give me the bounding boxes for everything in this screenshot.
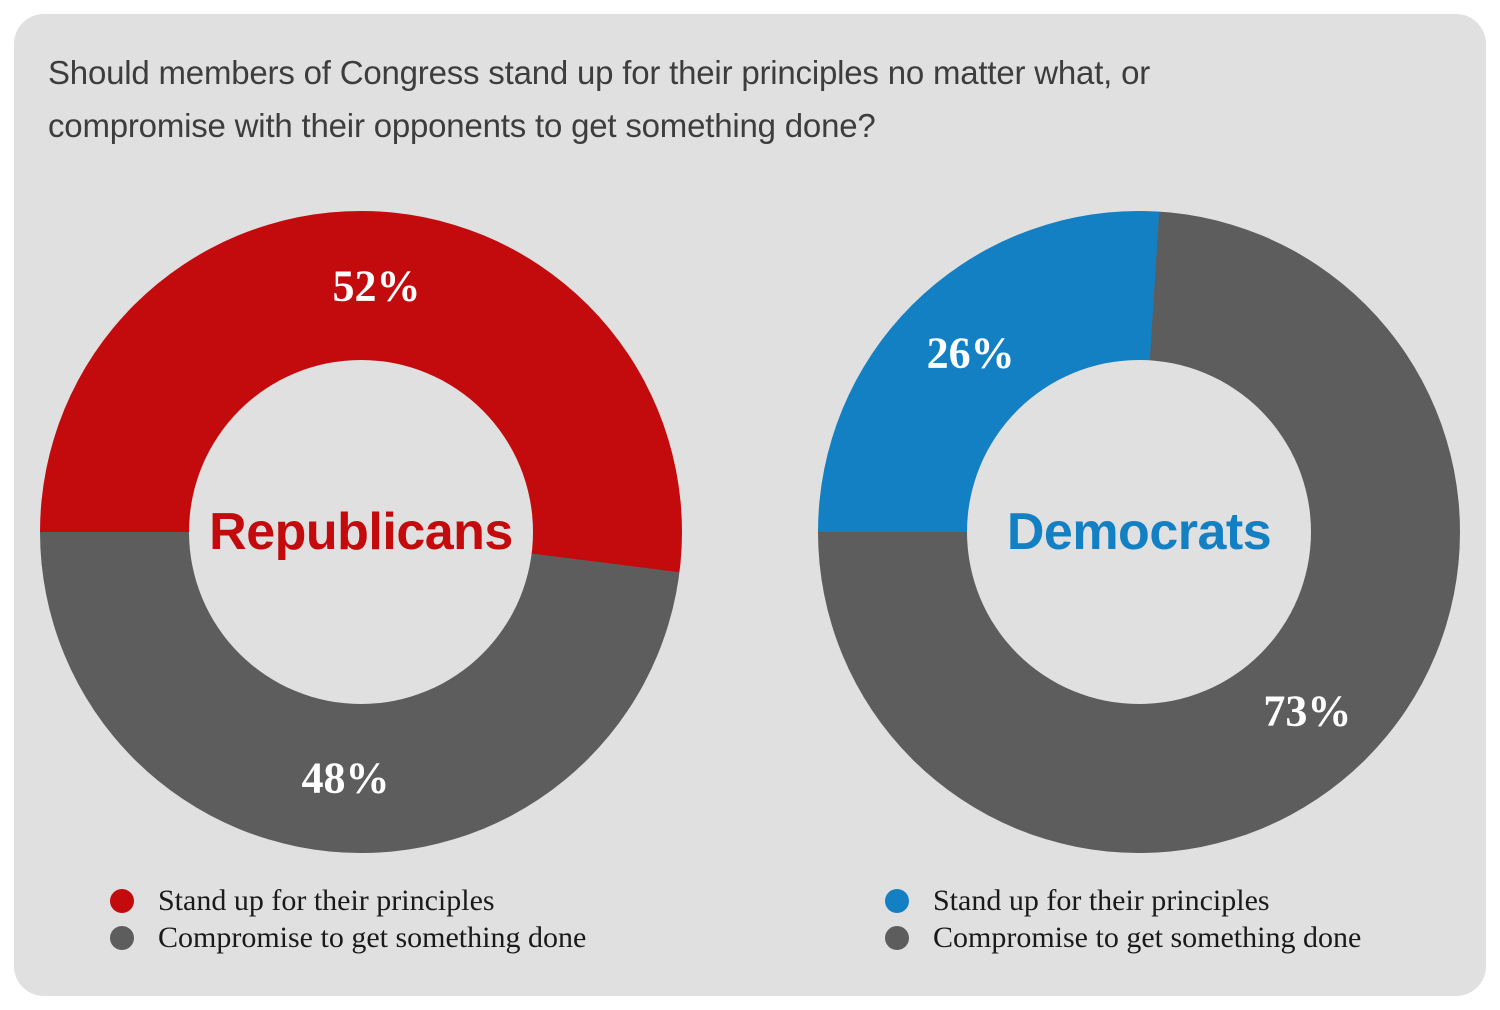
legend-republicans: Stand up for their principles Compromise… — [110, 882, 586, 956]
legend-label-principles: Stand up for their principles — [158, 884, 495, 917]
title-line-2: compromise with their opponents to get s… — [48, 107, 876, 144]
segment-value-label-democrats-compromise: 73% — [1263, 686, 1352, 736]
legend-democrats: Stand up for their principles Compromise… — [885, 882, 1361, 956]
donut-chart-republicans: Republicans 52% 48% — [40, 211, 682, 853]
donut-center-label-democrats: Democrats — [1006, 503, 1272, 561]
donut-hole-republicans — [189, 360, 533, 704]
legend-item: Stand up for their principles — [885, 882, 1361, 919]
segment-value-label-democrats-principles: 26% — [926, 328, 1015, 378]
title-line-1: Should members of Congress stand up for … — [48, 54, 1151, 91]
segment-value-label-republicans-compromise: 48% — [301, 753, 390, 802]
legend-label-compromise: Compromise to get something done — [158, 921, 587, 954]
donut-hole-democrats — [967, 360, 1311, 704]
legend-label-compromise: Compromise to get something done — [933, 921, 1362, 954]
donut-chart-democrats: Democrats 26% 73% — [818, 211, 1460, 853]
legend-item: Compromise to get something done — [885, 919, 1361, 956]
donut-center-label-republicans: Republicans — [209, 503, 513, 561]
legend-item: Stand up for their principles — [110, 882, 586, 919]
segment-value-label-republicans-principles: 52% — [332, 261, 421, 311]
legend-dot-blue — [885, 888, 909, 913]
legend-item: Compromise to get something done — [110, 919, 586, 956]
legend-dot-gray — [885, 925, 909, 950]
legend-dot-gray — [110, 925, 134, 950]
chart-question-title: Should members of Congress stand up for … — [48, 46, 1378, 152]
chart-card: Should members of Congress stand up for … — [14, 14, 1486, 996]
legend-dot-red — [110, 888, 134, 913]
legend-label-principles: Stand up for their principles — [933, 884, 1270, 917]
